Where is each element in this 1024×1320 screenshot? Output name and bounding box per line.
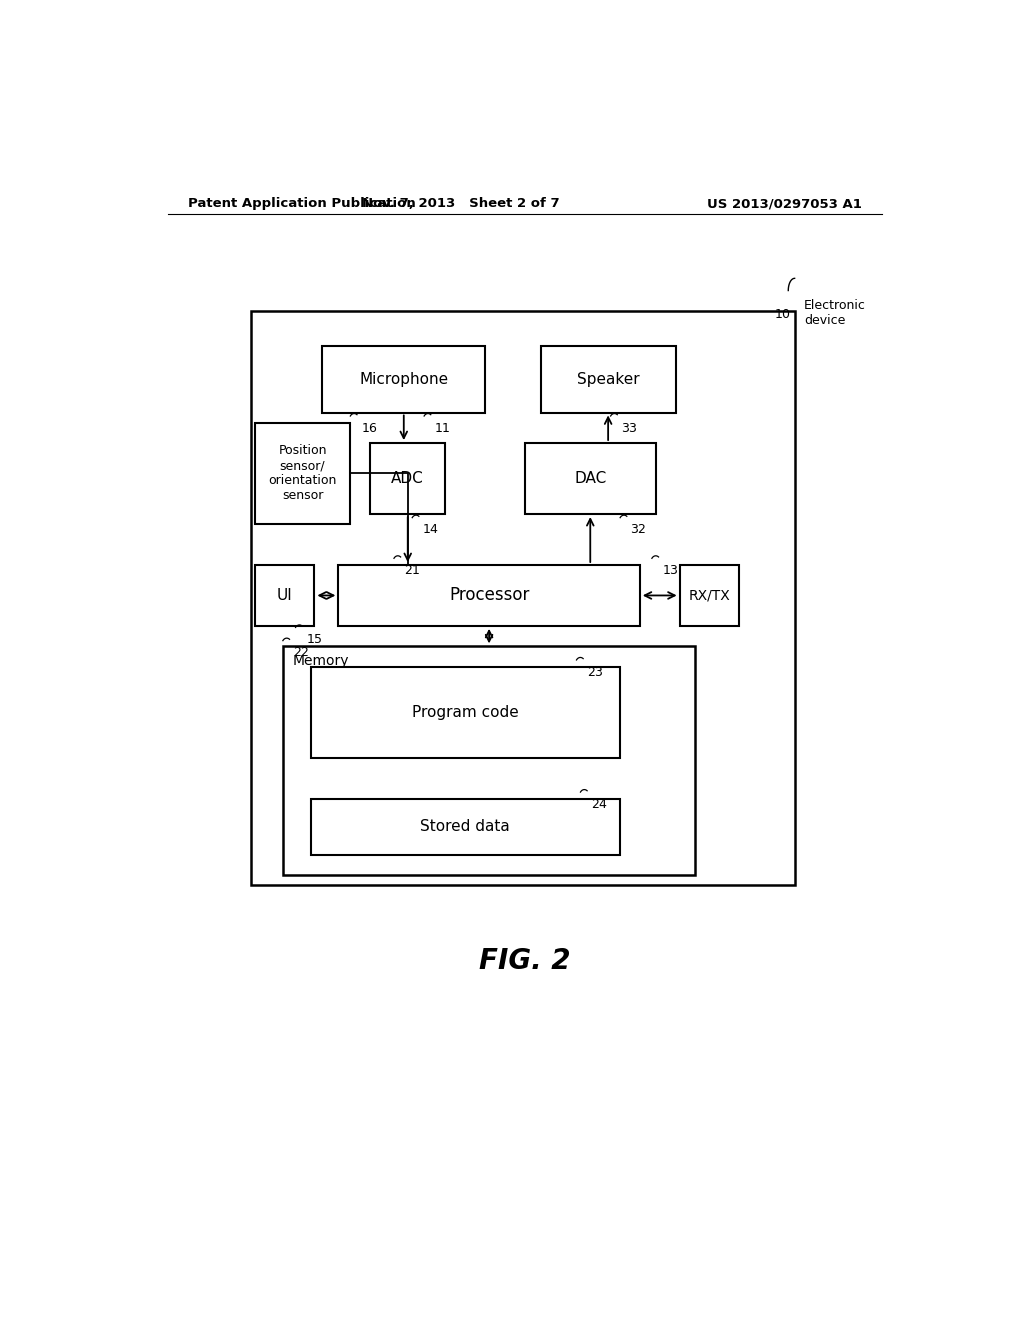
- Text: $\mathit{32}$: $\mathit{32}$: [631, 523, 647, 536]
- Text: Program code: Program code: [412, 705, 518, 719]
- Bar: [310, 799, 621, 854]
- Bar: [370, 444, 445, 515]
- Text: $\mathit{13}$: $\mathit{13}$: [663, 564, 679, 577]
- Bar: [323, 346, 485, 412]
- Text: Memory: Memory: [292, 655, 349, 668]
- Text: Nov. 7, 2013   Sheet 2 of 7: Nov. 7, 2013 Sheet 2 of 7: [362, 197, 560, 210]
- Text: FIG. 2: FIG. 2: [479, 948, 570, 975]
- Text: UI: UI: [276, 587, 293, 603]
- Text: Patent Application Publication: Patent Application Publication: [187, 197, 416, 210]
- Bar: [255, 565, 314, 626]
- Text: Processor: Processor: [449, 586, 529, 605]
- Text: ADC: ADC: [391, 471, 424, 486]
- Bar: [251, 312, 795, 886]
- Text: US 2013/0297053 A1: US 2013/0297053 A1: [708, 197, 862, 210]
- Text: $\mathit{15}$: $\mathit{15}$: [306, 634, 323, 645]
- Bar: [255, 422, 350, 524]
- Bar: [338, 565, 640, 626]
- Bar: [680, 565, 739, 626]
- Text: $\mathit{11}$: $\mathit{11}$: [434, 421, 451, 434]
- Text: Electronic
device: Electronic device: [804, 298, 866, 326]
- Bar: [310, 667, 621, 758]
- Text: RX/TX: RX/TX: [688, 589, 730, 602]
- Text: $\mathit{14}$: $\mathit{14}$: [423, 523, 439, 536]
- Text: Position
sensor/
orientation
sensor: Position sensor/ orientation sensor: [268, 445, 337, 503]
- Text: $\mathit{22}$: $\mathit{22}$: [293, 647, 309, 659]
- Text: $\mathit{33}$: $\mathit{33}$: [621, 421, 638, 434]
- Bar: [283, 647, 695, 875]
- Text: $\mathit{16}$: $\mathit{16}$: [360, 421, 378, 434]
- Bar: [524, 444, 655, 515]
- Text: $\mathit{23}$: $\mathit{23}$: [587, 665, 603, 678]
- Text: Microphone: Microphone: [359, 372, 449, 387]
- Text: $\mathit{24}$: $\mathit{24}$: [591, 797, 608, 810]
- Text: Speaker: Speaker: [577, 372, 639, 387]
- Text: $\mathit{21}$: $\mathit{21}$: [404, 564, 421, 577]
- Bar: [541, 346, 676, 412]
- Text: DAC: DAC: [574, 471, 606, 486]
- Text: Stored data: Stored data: [421, 820, 510, 834]
- Text: $\mathit{10}$: $\mathit{10}$: [774, 308, 792, 321]
